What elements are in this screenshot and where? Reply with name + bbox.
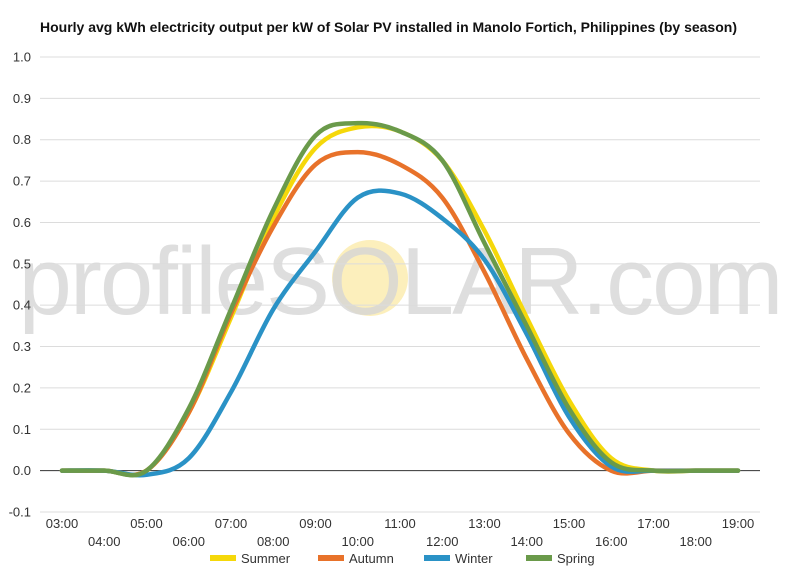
chart-title: Hourly avg kWh electricity output per kW… (40, 19, 737, 35)
legend-swatch-winter (424, 555, 450, 561)
legend-swatch-autumn (318, 555, 344, 561)
x-tick-label: 19:00 (722, 516, 755, 531)
legend-label-autumn: Autumn (349, 551, 394, 566)
x-tick-label: 18:00 (679, 534, 712, 549)
x-tick-label: 10:00 (341, 534, 374, 549)
y-tick-label: 0.5 (13, 256, 31, 271)
x-tick-label: 11:00 (384, 516, 416, 531)
x-tick-label: 14:00 (510, 534, 543, 549)
x-tick-label: 15:00 (553, 516, 586, 531)
y-tick-label: 0.9 (13, 91, 31, 106)
x-tick-label: 17:00 (637, 516, 670, 531)
series-line-winter (59, 188, 741, 478)
x-tick-label: 07:00 (215, 516, 248, 531)
series-line-spring (59, 120, 741, 478)
x-tick-label: 16:00 (595, 534, 628, 549)
y-tick-label: -0.1 (9, 505, 31, 520)
series-lines (59, 120, 741, 478)
y-tick-label: 1.0 (13, 50, 31, 65)
x-tick-label: 08:00 (257, 534, 290, 549)
y-tick-label: 0.7 (13, 174, 31, 189)
x-axis-ticks: 03:00 04:00 05:00 06:00 07:00 08:00 09:00 10:00… (46, 516, 755, 549)
legend-label-winter: Winter (455, 551, 493, 566)
watermark-sun-icon (332, 240, 408, 316)
y-tick-label: 0.3 (13, 339, 31, 354)
x-tick-label: 05:00 (130, 516, 163, 531)
y-tick-label: 0.1 (13, 422, 31, 437)
watermark: profileSOLAR.com (19, 228, 784, 335)
y-tick-label: 0.0 (13, 463, 31, 478)
y-axis-ticks: -0.1 0.0 0.1 0.2 0.3 0.4 0.5 0.6 0.7 0.8 0.9 1.0 (9, 50, 31, 520)
x-tick-label: 13:00 (468, 516, 501, 531)
y-tick-label: 0.8 (13, 132, 31, 147)
legend-label-spring: Spring (557, 551, 595, 566)
legend-label-summer: Summer (241, 551, 291, 566)
y-tick-label: 0.4 (13, 298, 31, 313)
x-tick-label: 04:00 (88, 534, 121, 549)
x-tick-label: 09:00 (299, 516, 332, 531)
y-tick-label: 0.2 (13, 380, 31, 395)
x-tick-label: 03:00 (46, 516, 79, 531)
legend-swatch-summer (210, 555, 236, 561)
legend: Summer Autumn Winter Spring (210, 551, 595, 566)
y-tick-label: 0.6 (13, 215, 31, 230)
x-tick-label: 06:00 (172, 534, 205, 549)
x-tick-label: 12:00 (426, 534, 459, 549)
watermark-text: profileSOLAR.com (19, 228, 782, 335)
legend-swatch-spring (526, 555, 552, 561)
